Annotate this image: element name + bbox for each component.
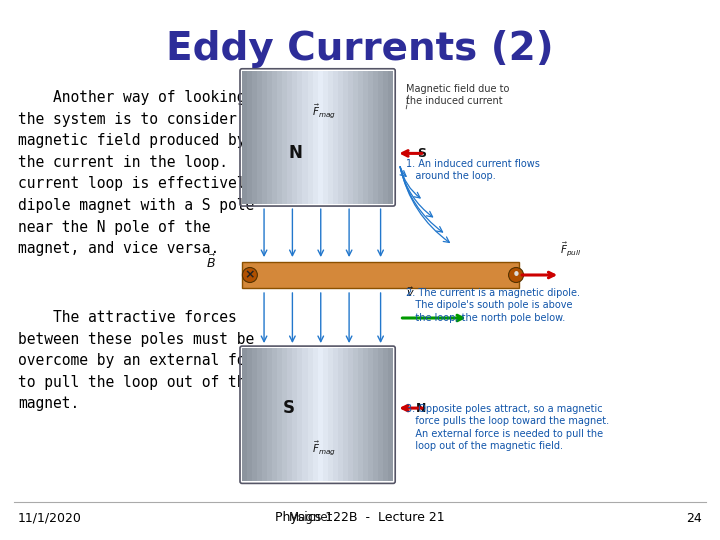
- Bar: [343, 348, 348, 481]
- Bar: [287, 348, 292, 481]
- Bar: [323, 71, 328, 204]
- Bar: [363, 71, 368, 204]
- Bar: [378, 348, 383, 481]
- Bar: [328, 348, 333, 481]
- Text: 2. The current is a magnetic dipole.
   The dipole's south pole is above
   the : 2. The current is a magnetic dipole. The…: [406, 288, 580, 323]
- Bar: [242, 262, 519, 288]
- Bar: [297, 348, 302, 481]
- Bar: [282, 71, 287, 204]
- Text: $\vec{F}_{mag}$: $\vec{F}_{mag}$: [312, 102, 336, 120]
- Bar: [257, 71, 262, 204]
- Bar: [368, 348, 373, 481]
- Text: S: S: [417, 147, 426, 160]
- Bar: [338, 71, 343, 204]
- Bar: [307, 348, 312, 481]
- Bar: [343, 71, 348, 204]
- Bar: [267, 348, 272, 481]
- Bar: [272, 71, 277, 204]
- Bar: [328, 71, 333, 204]
- Circle shape: [243, 267, 257, 282]
- Bar: [383, 348, 388, 481]
- Bar: [353, 348, 358, 481]
- Text: Magnet: Magnet: [289, 511, 333, 524]
- Bar: [312, 71, 318, 204]
- Bar: [368, 71, 373, 204]
- Bar: [358, 71, 363, 204]
- Text: •: •: [512, 267, 521, 282]
- Bar: [383, 71, 388, 204]
- Bar: [388, 71, 393, 204]
- Text: The attractive forces
between these poles must be
overcome by an external force
: The attractive forces between these pole…: [18, 310, 271, 411]
- Bar: [262, 348, 267, 481]
- Bar: [247, 348, 252, 481]
- Bar: [338, 348, 343, 481]
- Bar: [262, 71, 267, 204]
- Bar: [312, 348, 318, 481]
- Bar: [277, 71, 282, 204]
- Text: $\vec{F}_{mag}$: $\vec{F}_{mag}$: [312, 439, 336, 457]
- Bar: [378, 71, 383, 204]
- Text: 1. An induced current flows
   around the loop.: 1. An induced current flows around the l…: [406, 159, 540, 181]
- Bar: [292, 71, 297, 204]
- Bar: [302, 71, 307, 204]
- Text: $\vec{F}_{pull}$: $\vec{F}_{pull}$: [560, 240, 582, 258]
- Bar: [287, 71, 292, 204]
- Bar: [333, 348, 338, 481]
- Bar: [348, 71, 353, 204]
- Bar: [373, 348, 378, 481]
- Bar: [292, 348, 297, 481]
- Bar: [318, 71, 323, 204]
- Bar: [363, 348, 368, 481]
- Circle shape: [508, 267, 523, 282]
- Bar: [353, 71, 358, 204]
- Bar: [247, 71, 252, 204]
- Bar: [307, 71, 312, 204]
- Text: Eddy Currents (2): Eddy Currents (2): [166, 30, 554, 68]
- Text: S: S: [283, 399, 295, 417]
- Bar: [323, 348, 328, 481]
- Bar: [242, 71, 247, 204]
- Bar: [272, 348, 277, 481]
- Text: N: N: [416, 402, 427, 415]
- Text: $\vec{v}$: $\vec{v}$: [406, 285, 415, 299]
- Bar: [333, 71, 338, 204]
- Bar: [388, 348, 393, 481]
- Text: $\vec{B}$: $\vec{B}$: [206, 253, 215, 271]
- Bar: [348, 348, 353, 481]
- Bar: [373, 71, 378, 204]
- Bar: [302, 348, 307, 481]
- Bar: [297, 71, 302, 204]
- Text: Another way of looking at
the system is to consider the
magnetic field produced : Another way of looking at the system is …: [18, 90, 271, 256]
- Bar: [318, 348, 323, 481]
- Text: 24: 24: [686, 511, 702, 524]
- Bar: [242, 348, 247, 481]
- Text: 11/1/2020: 11/1/2020: [18, 511, 82, 524]
- Text: N: N: [289, 144, 302, 163]
- Bar: [267, 71, 272, 204]
- Bar: [252, 71, 257, 204]
- Bar: [252, 348, 257, 481]
- Text: Physics 122B  -  Lecture 21: Physics 122B - Lecture 21: [275, 511, 445, 524]
- Text: ×: ×: [245, 268, 255, 281]
- Bar: [282, 348, 287, 481]
- Text: 3. Opposite poles attract, so a magnetic
   force pulls the loop toward the magn: 3. Opposite poles attract, so a magnetic…: [406, 404, 609, 451]
- Text: Magnetic field due to
the induced current: Magnetic field due to the induced curren…: [406, 84, 509, 106]
- Bar: [358, 348, 363, 481]
- Bar: [257, 348, 262, 481]
- Bar: [277, 348, 282, 481]
